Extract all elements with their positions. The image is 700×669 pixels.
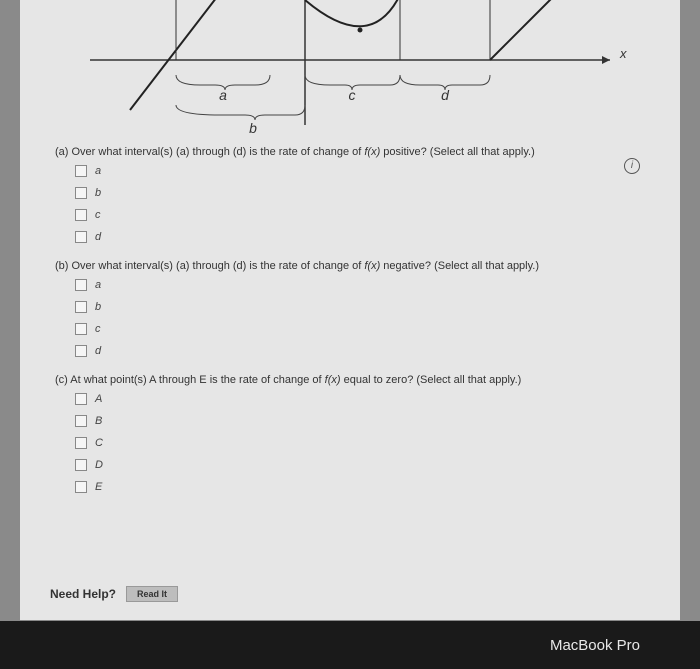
checkbox-a-a[interactable]	[75, 165, 87, 177]
option-row: C	[75, 434, 645, 452]
checkbox-c-B[interactable]	[75, 415, 87, 427]
option-label: E	[95, 481, 102, 493]
option-label: B	[95, 415, 102, 427]
option-row: a	[75, 162, 645, 180]
question-b: (b) Over what interval(s) (a) through (d…	[20, 254, 680, 368]
checkbox-b-a[interactable]	[75, 279, 87, 291]
option-row: A	[75, 390, 645, 408]
option-label: A	[95, 393, 102, 405]
svg-text:d: d	[441, 87, 450, 103]
question-c-options: A B C D E	[55, 390, 645, 496]
checkbox-a-b[interactable]	[75, 187, 87, 199]
info-icon[interactable]: i	[624, 158, 640, 174]
question-a-text: (a) Over what interval(s) (a) through (d…	[55, 146, 645, 158]
option-row: E	[75, 478, 645, 496]
option-row: c	[75, 320, 645, 338]
checkbox-c-A[interactable]	[75, 393, 87, 405]
checkbox-c-D[interactable]	[75, 459, 87, 471]
worksheet-page: a b c d x i (a) Over what interval(s) (a…	[20, 0, 680, 620]
option-row: a	[75, 276, 645, 294]
need-help-label: Need Help?	[50, 587, 116, 601]
graph-svg: a b c d x	[70, 0, 630, 140]
question-b-options: a b c d	[55, 276, 645, 360]
checkbox-b-c[interactable]	[75, 323, 87, 335]
option-label: a	[95, 279, 101, 291]
svg-text:x: x	[619, 46, 627, 61]
option-label: c	[95, 209, 101, 221]
option-label: c	[95, 323, 101, 335]
option-row: c	[75, 206, 645, 224]
question-a-options: a b c d	[55, 162, 645, 246]
option-label: b	[95, 187, 101, 199]
checkbox-c-C[interactable]	[75, 437, 87, 449]
question-c-text: (c) At what point(s) A through E is the …	[55, 374, 645, 386]
option-label: d	[95, 231, 101, 243]
option-row: b	[75, 298, 645, 316]
read-it-button[interactable]: Read It	[126, 586, 178, 602]
option-label: a	[95, 165, 101, 177]
question-c: (c) At what point(s) A through E is the …	[20, 368, 680, 504]
help-bar: Need Help? Read It	[50, 586, 178, 602]
option-label: b	[95, 301, 101, 313]
option-row: d	[75, 342, 645, 360]
question-b-text: (b) Over what interval(s) (a) through (d…	[55, 260, 645, 272]
svg-text:c: c	[349, 87, 356, 103]
option-row: d	[75, 228, 645, 246]
svg-text:a: a	[219, 87, 227, 103]
option-row: B	[75, 412, 645, 430]
device-label: MacBook Pro	[550, 637, 640, 654]
checkbox-b-b[interactable]	[75, 301, 87, 313]
option-label: C	[95, 437, 103, 449]
option-row: D	[75, 456, 645, 474]
checkbox-c-E[interactable]	[75, 481, 87, 493]
checkbox-a-c[interactable]	[75, 209, 87, 221]
device-bezel: MacBook Pro	[0, 621, 700, 669]
option-row: b	[75, 184, 645, 202]
graph-region: a b c d x	[20, 0, 680, 140]
checkbox-a-d[interactable]	[75, 231, 87, 243]
option-label: D	[95, 459, 103, 471]
question-a: (a) Over what interval(s) (a) through (d…	[20, 140, 680, 254]
checkbox-b-d[interactable]	[75, 345, 87, 357]
svg-text:b: b	[249, 120, 257, 136]
option-label: d	[95, 345, 101, 357]
